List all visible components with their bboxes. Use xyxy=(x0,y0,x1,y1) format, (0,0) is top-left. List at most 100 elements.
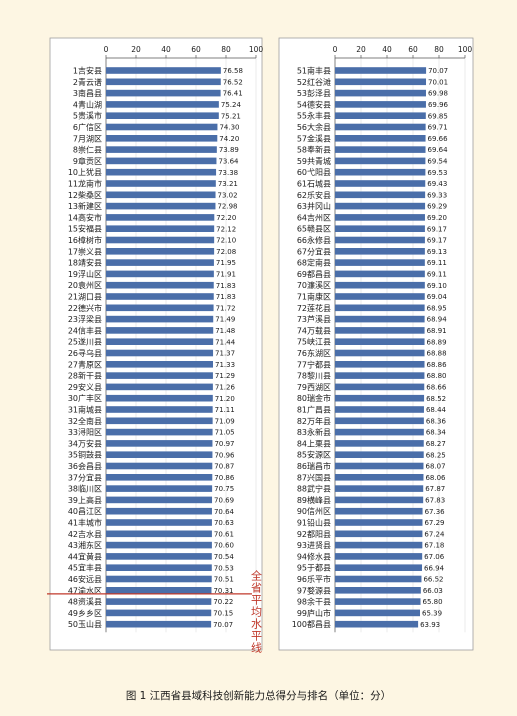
value-label: 67.83 xyxy=(425,497,445,505)
value-label: 69.85 xyxy=(428,112,448,120)
bar xyxy=(335,620,419,628)
value-label: 70.96 xyxy=(214,451,235,459)
bar xyxy=(106,349,214,357)
value-label: 68.07 xyxy=(425,463,445,471)
value-label: 72.98 xyxy=(217,203,237,211)
value-label: 73.02 xyxy=(218,191,238,199)
value-label: 69.96 xyxy=(428,101,449,109)
value-label: 68.06 xyxy=(425,474,446,482)
category-label: 93进贤县 xyxy=(297,541,331,550)
category-label: 98余干县 xyxy=(297,597,331,607)
value-label: 70.60 xyxy=(214,542,234,550)
bar xyxy=(335,598,421,605)
x-tick-label: 20 xyxy=(131,45,141,54)
category-label: 77宁都县 xyxy=(297,359,331,369)
bar xyxy=(335,541,423,549)
bar xyxy=(335,180,426,187)
value-label: 66.94 xyxy=(424,564,445,572)
bar xyxy=(106,394,213,402)
bar xyxy=(335,225,425,232)
value-label: 70.54 xyxy=(214,553,235,561)
category-label: 33浔阳区 xyxy=(68,427,102,437)
bar xyxy=(335,609,421,617)
bar xyxy=(335,451,424,458)
category-label: 47渝水区 xyxy=(68,585,102,595)
value-label: 71.49 xyxy=(215,316,235,324)
value-label: 68.94 xyxy=(427,316,448,324)
value-label: 72.10 xyxy=(216,237,236,245)
value-label: 70.15 xyxy=(213,610,233,618)
category-label: 84上栗县 xyxy=(297,439,331,448)
x-tick-label: 60 xyxy=(191,45,201,54)
bar xyxy=(335,293,425,300)
value-label: 67.29 xyxy=(424,519,444,527)
category-label: 96乐平市 xyxy=(297,574,331,584)
value-label: 73.64 xyxy=(218,158,239,166)
bar xyxy=(106,236,215,244)
bar xyxy=(335,361,425,368)
value-label: 75.24 xyxy=(221,101,242,109)
bar xyxy=(106,248,215,255)
value-label: 70.61 xyxy=(214,530,234,538)
bar xyxy=(335,428,424,436)
bar xyxy=(335,89,426,97)
value-label: 70.53 xyxy=(214,564,234,572)
value-label: 68.27 xyxy=(426,440,446,448)
value-label: 70.01 xyxy=(428,78,448,86)
category-label: 7月湖区 xyxy=(73,134,102,143)
category-label: 89横峰县 xyxy=(297,495,331,505)
bar xyxy=(106,541,212,549)
bar xyxy=(106,474,213,481)
category-label: 41丰城市 xyxy=(68,518,102,528)
category-label: 43湘东区 xyxy=(68,540,102,550)
bar xyxy=(335,485,424,492)
bar xyxy=(106,620,212,628)
value-label: 65.39 xyxy=(422,610,442,618)
bar xyxy=(335,78,427,86)
category-label: 5贵溪市 xyxy=(73,111,102,121)
bar xyxy=(106,428,213,436)
category-label: 44宜黄县 xyxy=(68,551,102,561)
value-label: 71.09 xyxy=(215,417,235,425)
bar xyxy=(335,519,423,526)
bar xyxy=(106,530,212,538)
bar xyxy=(106,202,216,210)
bar xyxy=(335,168,426,176)
category-label: 86瑞昌市 xyxy=(297,461,331,471)
category-label: 52红谷滩 xyxy=(297,77,331,87)
value-label: 67.87 xyxy=(425,485,445,493)
value-label: 71.29 xyxy=(215,372,235,380)
category-label: 88武宁县 xyxy=(297,484,331,494)
figure-caption: 图 1 江西省县域科技创新能力总得分与排名（单位：分） xyxy=(125,690,392,702)
value-label: 69.66 xyxy=(428,135,449,143)
value-label: 68.88 xyxy=(427,350,447,358)
bar xyxy=(335,507,423,515)
bar xyxy=(335,202,426,210)
value-label: 68.44 xyxy=(426,406,447,414)
value-label: 69.13 xyxy=(427,248,447,256)
value-label: 70.31 xyxy=(213,587,233,595)
x-tick-label: 40 xyxy=(382,45,392,54)
bar xyxy=(335,394,425,402)
category-label: 92都阳县 xyxy=(297,530,331,539)
bar xyxy=(335,67,427,74)
value-label: 68.89 xyxy=(427,338,447,346)
category-label: 21湖口县 xyxy=(68,293,102,302)
category-label: 10上犹县 xyxy=(68,167,102,177)
category-label: 55永丰县 xyxy=(297,111,331,121)
category-label: 95于都县 xyxy=(297,564,331,573)
value-label: 71.95 xyxy=(216,259,236,267)
category-label: 83永新县 xyxy=(297,427,331,437)
category-label: 46安远县 xyxy=(68,574,102,584)
category-label: 94修水县 xyxy=(297,551,331,561)
value-label: 72.20 xyxy=(216,214,236,222)
category-label: 74万载县 xyxy=(297,325,331,335)
bar xyxy=(335,327,425,334)
bar xyxy=(106,496,213,504)
value-label: 65.80 xyxy=(423,598,443,606)
category-label: 79西湖区 xyxy=(297,383,331,392)
bar xyxy=(106,281,214,289)
category-label: 19浮山区 xyxy=(68,269,102,279)
value-label: 71.48 xyxy=(215,327,235,335)
category-label: 75峡江县 xyxy=(297,337,331,347)
